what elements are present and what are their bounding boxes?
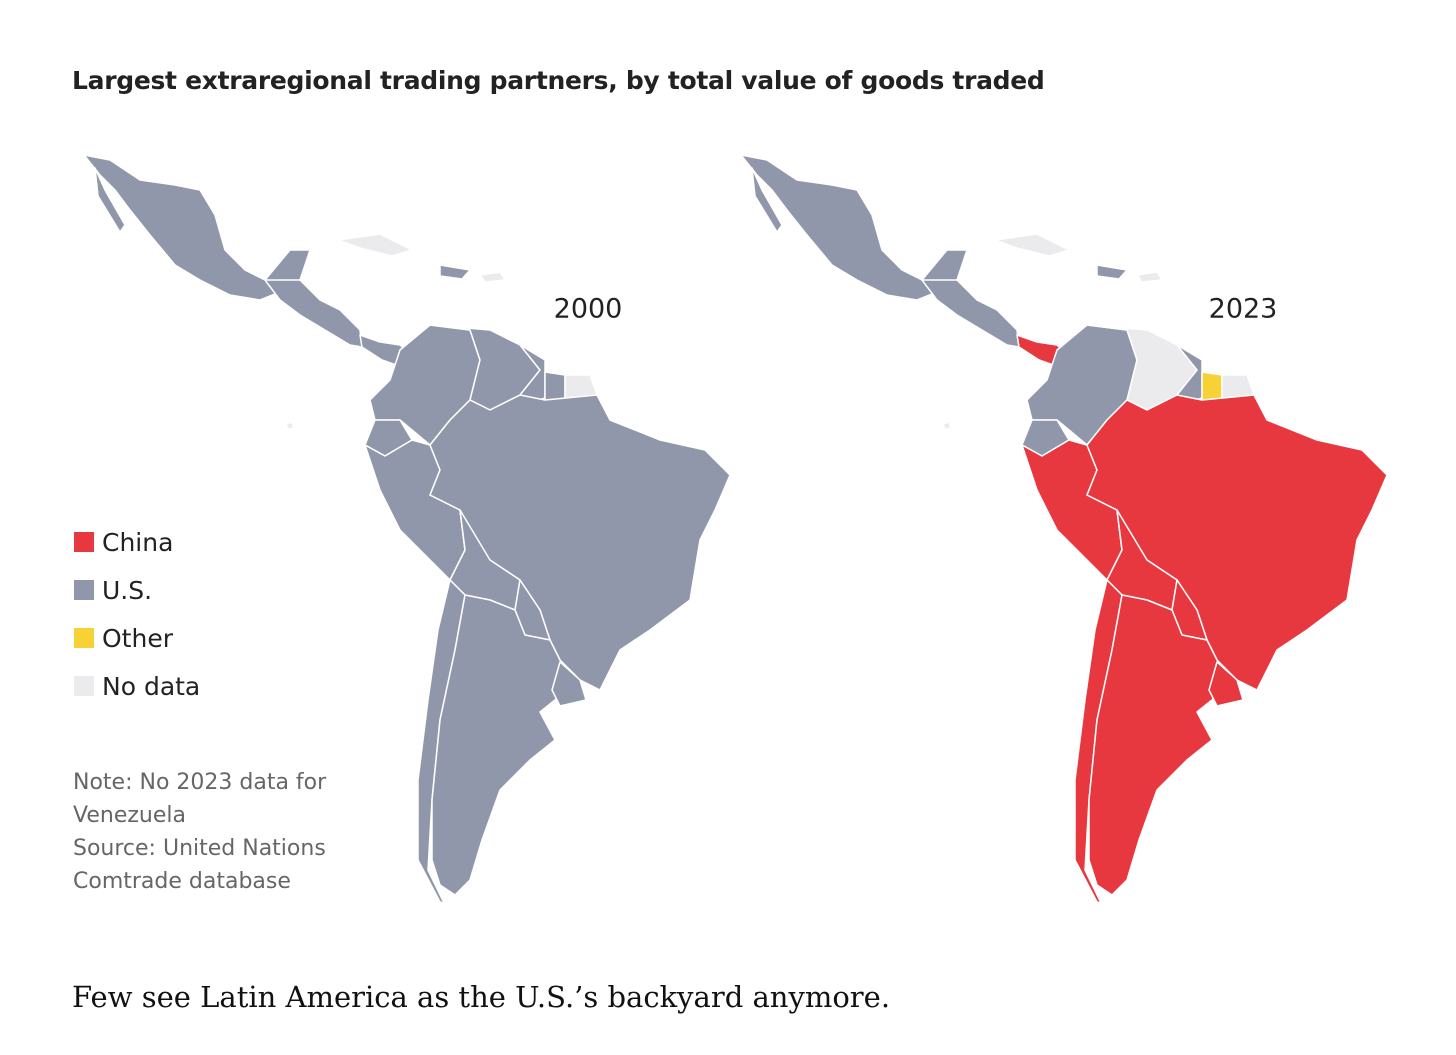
legend-swatch	[74, 676, 94, 696]
title: Largest extraregional trading partners, …	[72, 66, 1045, 95]
country	[83, 154, 311, 301]
country	[1096, 264, 1128, 280]
caption: Few see Latin America as the U.S.’s back…	[72, 980, 891, 1014]
country	[1201, 371, 1223, 401]
source: Source: United Nations Comtrade database	[73, 836, 326, 894]
map-year: 2000	[554, 294, 623, 325]
country	[337, 233, 413, 257]
legend-label: Other	[102, 623, 173, 653]
country	[544, 371, 566, 401]
notes: Note: No 2023 data for Venezuela Source:…	[73, 766, 338, 898]
legend-item: No data	[74, 662, 200, 710]
legend-item: Other	[74, 614, 200, 662]
map	[740, 154, 1388, 911]
country	[1088, 594, 1233, 896]
country	[994, 233, 1070, 257]
legend-swatch	[74, 580, 94, 600]
country	[431, 594, 576, 896]
country	[439, 264, 471, 280]
legend-label: China	[102, 527, 174, 557]
country	[551, 661, 587, 707]
country	[94, 167, 126, 233]
country	[1208, 661, 1244, 707]
country	[1136, 271, 1163, 283]
country	[921, 279, 1020, 348]
country	[751, 167, 783, 233]
map	[83, 154, 731, 911]
map-year: 2023	[1209, 294, 1278, 325]
note: Note: No 2023 data for Venezuela	[73, 770, 327, 828]
legend: China U.S. Other No data	[74, 518, 200, 710]
legend-swatch	[74, 532, 94, 552]
country	[285, 421, 295, 430]
legend-label: No data	[102, 671, 201, 701]
country	[942, 421, 952, 430]
country	[264, 279, 363, 348]
legend-label: U.S.	[102, 575, 153, 605]
maps: 2000 2023	[83, 154, 1388, 911]
legend-swatch	[74, 628, 94, 648]
legend-item: China	[74, 518, 200, 566]
legend-item: U.S.	[74, 566, 200, 614]
country	[740, 154, 968, 301]
country	[479, 271, 506, 283]
